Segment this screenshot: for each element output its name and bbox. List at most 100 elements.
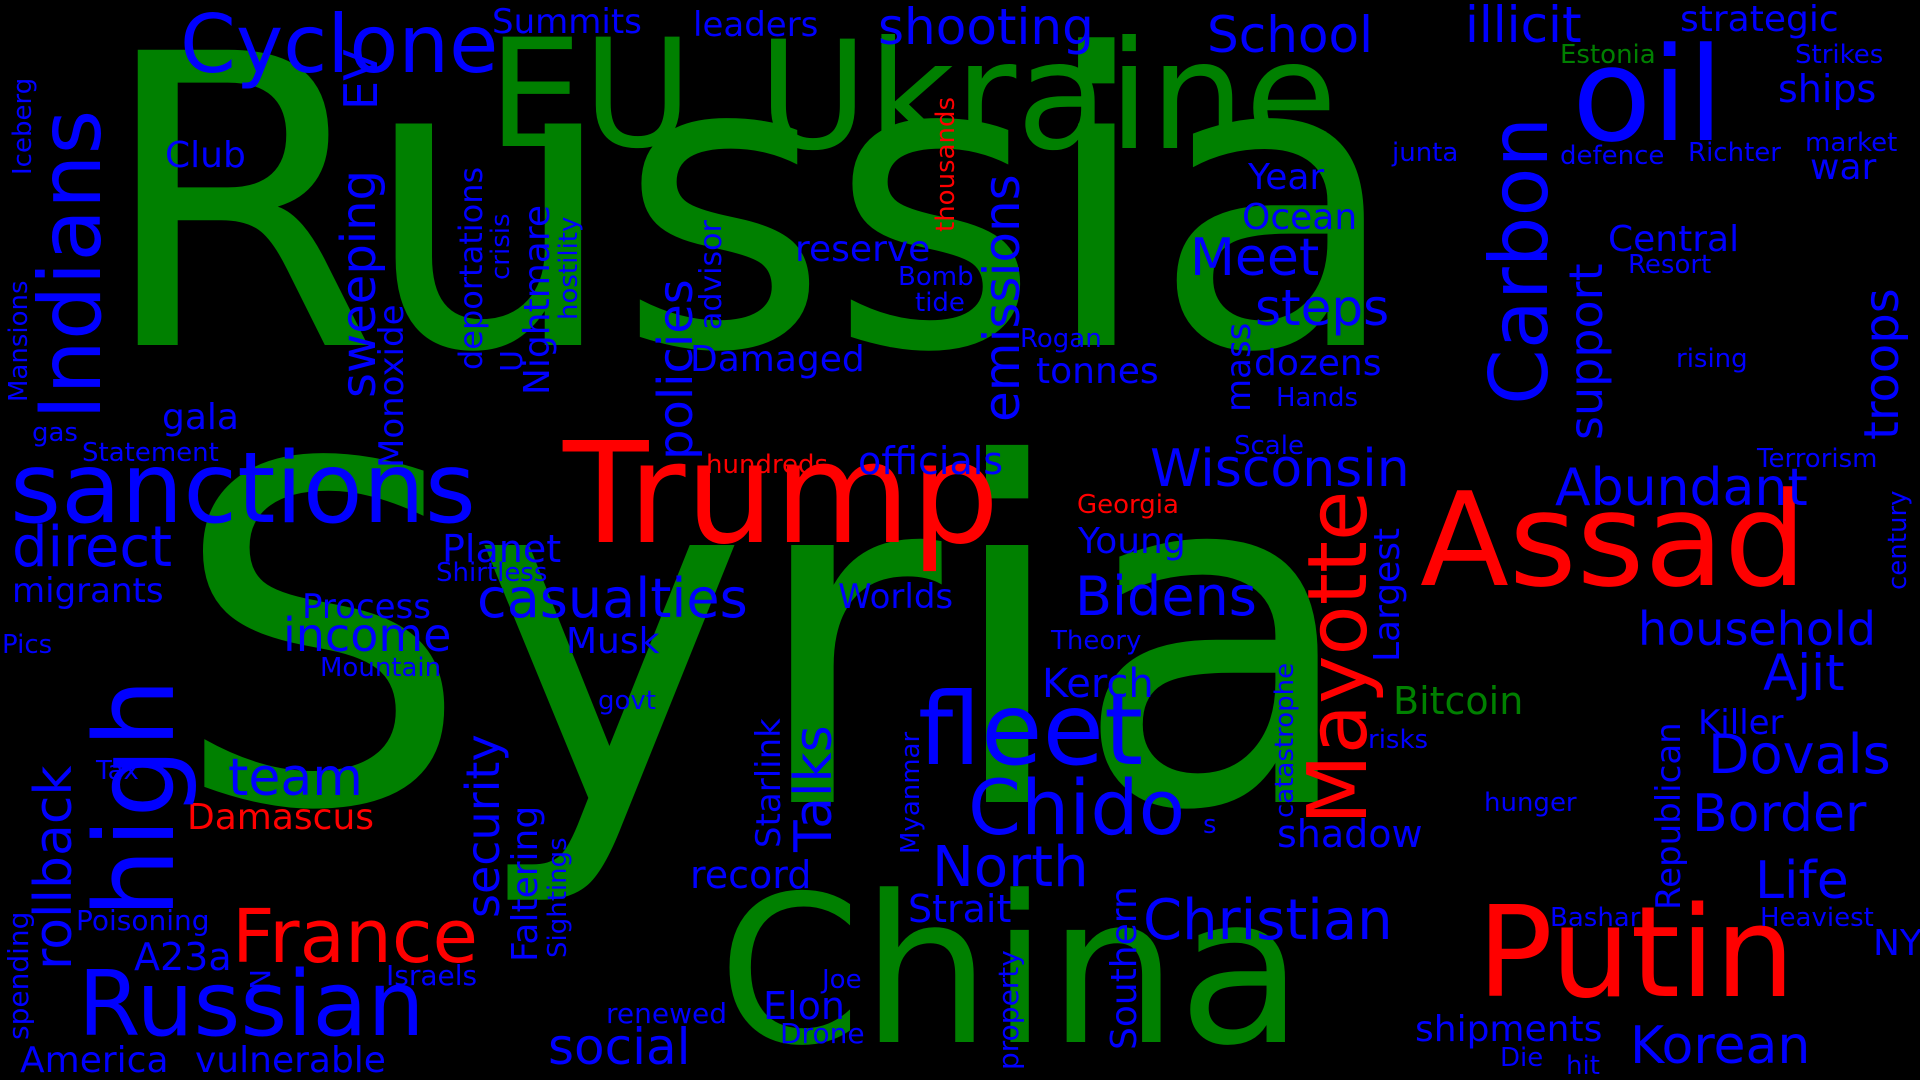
word-summits: Summits	[492, 2, 642, 42]
word-officials: officials	[858, 439, 1004, 483]
word-security: security	[456, 734, 510, 918]
word-wisconsin: Wisconsin	[1150, 439, 1410, 499]
word-sightings: Sightings	[543, 837, 573, 958]
word-leaders: leaders	[693, 5, 819, 45]
word-shooting: shooting	[878, 0, 1094, 56]
word-ships: ships	[1778, 67, 1877, 111]
word-russian: Russian	[78, 952, 425, 1057]
word-trump: Trump	[563, 413, 1000, 576]
word-ukraine: Ukraine	[758, 10, 1338, 184]
word-republican: Republican	[1649, 722, 1689, 910]
word-risks: risks	[1368, 725, 1429, 755]
word-talks: Talks	[784, 725, 844, 852]
word-spending: spending	[2, 911, 35, 1040]
word-hunger: hunger	[1484, 788, 1577, 818]
word-terrorism: Terrorism	[1757, 444, 1878, 474]
word-damascus: Damascus	[187, 797, 375, 838]
word-school: School	[1207, 6, 1373, 64]
word-support: support	[1559, 263, 1613, 440]
word-damaged: Damaged	[690, 339, 865, 380]
word-syria: Syria	[172, 366, 1361, 913]
word-mansions: Mansions	[4, 280, 34, 402]
word-advisor: advisor	[694, 220, 729, 330]
word-s: s	[1203, 810, 1217, 840]
word-strait: Strait	[908, 887, 1012, 931]
word-sanctions: sanctions	[10, 432, 476, 546]
word-america: America	[20, 1040, 169, 1080]
word-bitcoin: Bitcoin	[1393, 679, 1524, 723]
word-theory: Theory	[1051, 626, 1142, 656]
word-hit: hit	[1566, 1051, 1600, 1080]
word-christian: Christian	[1143, 888, 1393, 953]
word-casualties: casualties	[477, 567, 748, 630]
word-korean: Korean	[1630, 1016, 1811, 1076]
word-bomb: Bomb	[898, 262, 974, 292]
word-planet: Planet	[442, 527, 562, 571]
word-hostility: hostility	[554, 216, 584, 320]
word-mass: mass	[1219, 322, 1259, 412]
word-ny: NY	[1873, 923, 1920, 964]
word-a23a: A23a	[134, 935, 232, 979]
word-process: Process	[302, 587, 431, 627]
word-gala: gala	[162, 397, 239, 438]
word-gas: gas	[32, 418, 78, 448]
word-tax: Tax	[96, 756, 139, 786]
word-year: Year	[1248, 157, 1325, 198]
word-mountain: Mountain	[320, 653, 442, 683]
word-tonnes: tonnes	[1036, 351, 1159, 392]
word-income: income	[283, 608, 452, 662]
word-emissions: emissions	[973, 174, 1031, 422]
word-north: North	[932, 835, 1089, 900]
word-oil: oil	[1572, 19, 1724, 171]
word-century: century	[1883, 490, 1913, 590]
word-carbon: Carbon	[1473, 116, 1566, 405]
word-young: Young	[1078, 521, 1186, 562]
word-rising: rising	[1676, 344, 1748, 374]
word-china: China	[718, 853, 1304, 1080]
word-social: social	[548, 1018, 691, 1076]
word-killer: Killer	[1698, 703, 1784, 743]
word-worlds: Worlds	[838, 577, 954, 617]
word-troops: troops	[1854, 288, 1910, 440]
word-myanmar: Myanmar	[896, 731, 926, 854]
word-strikes: Strikes	[1795, 40, 1884, 70]
word-putin: Putin	[1477, 879, 1795, 1026]
word-poisoning: Poisoning	[76, 904, 210, 937]
word-record: record	[690, 853, 812, 897]
word-renewed: renewed	[606, 997, 727, 1030]
word-ocean: Ocean	[1242, 197, 1358, 238]
word-abundant: Abundant	[1555, 458, 1808, 518]
word-hands: Hands	[1276, 383, 1359, 413]
word-ev: EV	[334, 49, 388, 110]
word-pics: Pics	[2, 630, 53, 660]
word-bashar: Bashar	[1550, 903, 1641, 933]
word-statement: Statement	[82, 438, 219, 468]
word-ajit: Ajit	[1763, 644, 1845, 702]
word-bidens: Bidens	[1075, 565, 1257, 628]
word-steps: steps	[1255, 279, 1390, 337]
word-shirtless: Shirtless	[436, 558, 548, 588]
word-crisis: crisis	[486, 213, 516, 280]
word-govt: govt	[598, 686, 656, 716]
word-indians: Indians	[21, 109, 121, 420]
word-largest: Largest	[1367, 527, 1408, 662]
word-georgia: Georgia	[1077, 490, 1179, 520]
word-direct: direct	[12, 515, 173, 580]
word-shadow: shadow	[1277, 812, 1423, 856]
word-starlink: Starlink	[749, 718, 789, 848]
word-scale: Scale	[1234, 431, 1304, 461]
word-meet: Meet	[1190, 228, 1320, 288]
word-reserve: reserve	[795, 229, 931, 270]
word-elon: Elon	[763, 984, 845, 1028]
word-faltering: Faltering	[505, 805, 546, 962]
word-team: team	[228, 748, 363, 808]
word-fleet: fleet	[918, 671, 1144, 788]
word-hundreds: hundreds	[706, 450, 829, 480]
word-u: U	[495, 350, 530, 372]
word-migrants: migrants	[12, 571, 164, 611]
word-defence: defence	[1560, 141, 1665, 171]
word-thousands: thousands	[931, 96, 961, 232]
word-kerch: Kerch	[1042, 661, 1154, 707]
word-dovals: Dovals	[1708, 723, 1891, 786]
word-shipments: shipments	[1415, 1009, 1603, 1050]
